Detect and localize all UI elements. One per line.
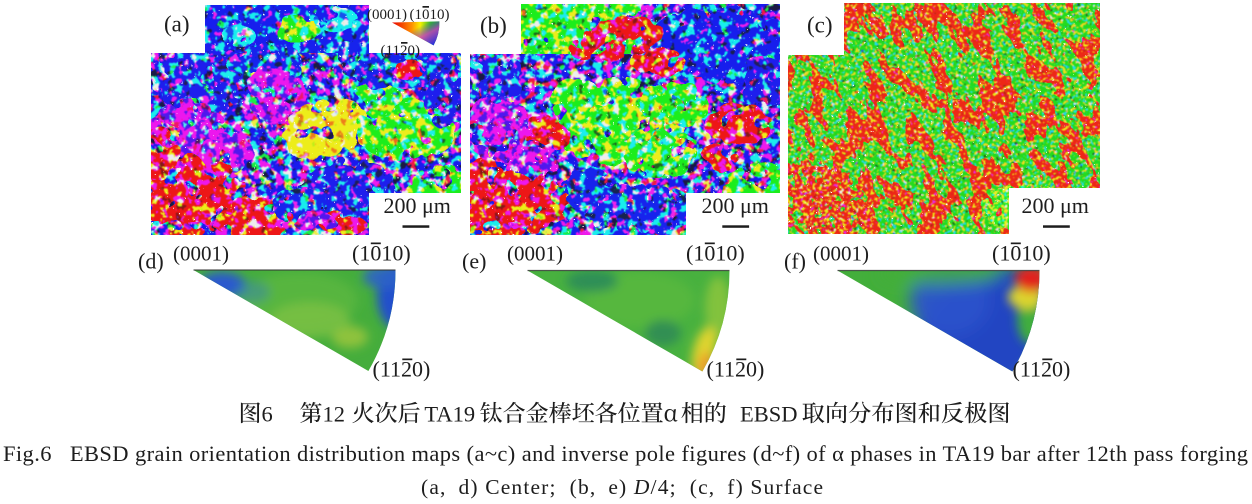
svg-text:(1010): (1010) — [992, 241, 1051, 266]
svg-text:TA19: TA19 — [424, 401, 475, 426]
svg-text:6: 6 — [262, 401, 273, 426]
svg-text:(a, d) Center; (b, e) D/4;: (a, d) Center; (b, e) D/4; (c, f) Surfac… — [421, 475, 823, 499]
svg-text:(1120): (1120) — [1013, 357, 1071, 382]
svg-text:(f): (f) — [784, 249, 806, 274]
svg-text:(1120): (1120) — [373, 357, 431, 382]
svg-text:(0001): (0001) — [367, 7, 407, 23]
svg-text:(0001): (0001) — [507, 242, 563, 266]
svg-text:(0001): (0001) — [173, 242, 229, 266]
svg-text:200 μm: 200 μm — [702, 193, 769, 218]
svg-text:(e): (e) — [462, 249, 486, 274]
svg-text:(1010): (1010) — [410, 7, 450, 23]
svg-text:(1010): (1010) — [686, 241, 745, 266]
svg-text:(1120): (1120) — [381, 43, 420, 59]
svg-text:(1010): (1010) — [352, 241, 411, 266]
svg-text:(a): (a) — [164, 12, 190, 37]
svg-text:(c): (c) — [807, 13, 833, 38]
svg-text:12: 12 — [323, 401, 346, 426]
svg-text:(d): (d) — [138, 249, 164, 274]
svg-text:(1120): (1120) — [707, 357, 765, 382]
svg-text:(b): (b) — [480, 13, 507, 38]
svg-text:200 μm: 200 μm — [384, 193, 451, 218]
svg-text:(0001): (0001) — [813, 242, 869, 266]
svg-text:EBSD: EBSD — [740, 401, 798, 426]
svg-text:200 μm: 200 μm — [1022, 193, 1089, 218]
svg-text:Fig.6 EBSD grain orientation: Fig.6 EBSD grain orientation distributio… — [3, 441, 1248, 466]
